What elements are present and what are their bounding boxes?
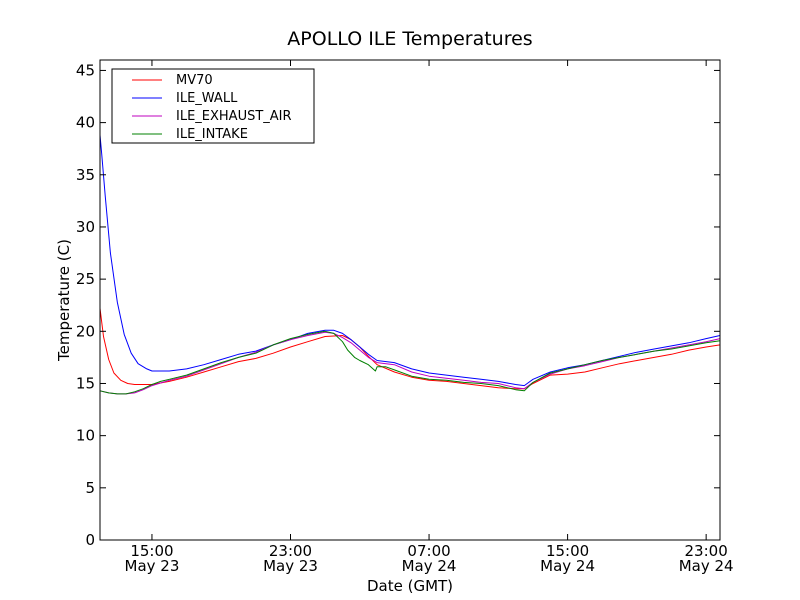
y-tick-label: 35 bbox=[76, 166, 95, 184]
series-line-ile-exhaust-air bbox=[99, 331, 721, 395]
x-tick-date-label: May 24 bbox=[540, 557, 595, 575]
legend-label: ILE_WALL bbox=[176, 91, 238, 106]
x-tick-time-label: 23:00 bbox=[685, 542, 728, 560]
y-tick-label: 40 bbox=[76, 114, 95, 132]
x-tick-date-label: May 23 bbox=[263, 557, 318, 575]
y-tick-label: 20 bbox=[76, 322, 95, 340]
x-tick-time-label: 23:00 bbox=[269, 542, 312, 560]
legend-label: ILE_EXHAUST_AIR bbox=[176, 109, 292, 124]
legend: MV70 ILE_WALL ILE_EXHAUST_AIR ILE_INTAKE bbox=[111, 68, 315, 144]
x-tick-date-label: May 24 bbox=[679, 557, 734, 575]
y-tick-label: 45 bbox=[76, 61, 95, 79]
x-tick-time-label: 07:00 bbox=[407, 542, 450, 560]
series-line-ile-wall bbox=[99, 135, 721, 387]
x-axis-label: Date (GMT) bbox=[367, 577, 453, 595]
y-tick-label: 10 bbox=[76, 427, 95, 445]
series-line-ile-intake bbox=[99, 330, 721, 395]
y-tick-label: 30 bbox=[76, 218, 95, 236]
y-tick-label: 15 bbox=[76, 374, 95, 392]
series-line-mv70 bbox=[99, 308, 721, 390]
y-axis-label: Temperature (C) bbox=[55, 239, 73, 362]
legend-label: ILE_INTAKE bbox=[176, 127, 248, 142]
legend-label: MV70 bbox=[176, 73, 213, 88]
y-tick-label: 0 bbox=[85, 531, 95, 549]
series-layer bbox=[99, 135, 721, 395]
legend-box bbox=[111, 68, 315, 144]
chart-title: APOLLO ILE Temperatures bbox=[287, 28, 532, 50]
y-tick-label: 5 bbox=[85, 479, 95, 497]
x-tick-time-label: 15:00 bbox=[130, 542, 173, 560]
x-tick-date-label: May 24 bbox=[402, 557, 457, 575]
y-tick-label: 25 bbox=[76, 270, 95, 288]
x-tick-date-label: May 23 bbox=[125, 557, 180, 575]
x-tick-time-label: 15:00 bbox=[546, 542, 589, 560]
plot-frame bbox=[99, 59, 721, 541]
